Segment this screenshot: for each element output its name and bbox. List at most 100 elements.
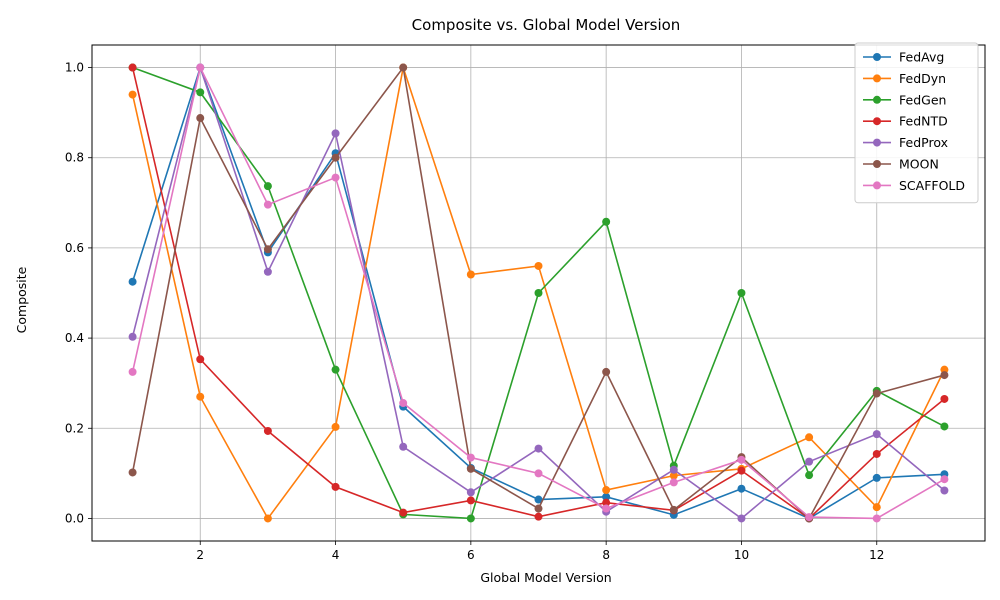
data-point-fedgen	[466, 514, 475, 523]
data-point-scaffold	[128, 367, 137, 376]
data-point-scaffold	[196, 63, 205, 72]
data-point-fedntd	[128, 63, 137, 72]
data-point-scaffold	[466, 453, 475, 462]
data-point-fedgen	[805, 471, 814, 480]
legend-item-scaffold: SCAFFOLD	[863, 178, 965, 193]
x-tick-label: 10	[734, 548, 749, 562]
legend-marker	[873, 117, 881, 126]
legend: FedAvg FedDyn FedGen FedNTD FedProx MOON SCAFF…	[854, 42, 979, 204]
legend-label: FedGen	[899, 92, 946, 107]
data-point-moon	[128, 468, 137, 477]
data-point-feddyn	[805, 433, 814, 442]
data-point-fedgen	[940, 422, 949, 431]
data-point-moon	[399, 63, 408, 72]
legend-label: FedAvg	[899, 50, 944, 65]
data-point-moon	[602, 367, 611, 376]
y-tick-label: 0.2	[65, 421, 84, 435]
legend-marker	[873, 160, 881, 168]
data-point-fedprox	[466, 488, 475, 497]
data-point-scaffold	[669, 478, 678, 487]
y-tick-label: 0.6	[65, 241, 84, 255]
data-point-fedntd	[263, 426, 272, 435]
data-point-fedprox	[669, 465, 678, 474]
data-point-fedgen	[263, 182, 272, 191]
data-point-fedgen	[737, 289, 746, 297]
data-point-scaffold	[534, 469, 543, 478]
data-point-fedprox	[128, 332, 137, 341]
data-point-fedgen	[196, 88, 205, 97]
y-tick-label: 0.4	[65, 331, 84, 345]
data-point-fedntd	[196, 355, 205, 364]
data-point-fedavg	[534, 495, 543, 504]
series-layer	[128, 63, 949, 523]
x-axis: 2 4 6 8 10 12	[196, 541, 884, 562]
legend-marker	[873, 53, 881, 61]
data-point-fedntd	[872, 449, 881, 458]
legend-item-moon: MOON	[863, 157, 939, 172]
data-point-fedavg	[872, 473, 881, 482]
data-point-fedprox	[263, 267, 272, 276]
legend-item-fedprox: FedProx	[863, 135, 948, 150]
data-point-fedprox	[534, 444, 543, 453]
x-tick-label: 12	[869, 548, 884, 562]
data-point-fedprox	[940, 486, 949, 495]
data-point-fedavg	[128, 277, 137, 286]
chart-title: Composite vs. Global Model Version	[412, 16, 681, 34]
legend-box	[854, 42, 979, 204]
data-point-fedgen	[331, 365, 340, 374]
data-point-scaffold	[737, 455, 746, 464]
legend-marker	[873, 138, 881, 147]
data-point-scaffold	[805, 513, 814, 522]
data-point-fedgen	[534, 289, 543, 297]
data-point-moon	[669, 505, 678, 514]
data-point-feddyn	[669, 471, 678, 480]
data-point-scaffold	[263, 200, 272, 209]
y-tick-label: 0.8	[65, 151, 84, 165]
data-point-moon	[872, 389, 881, 398]
data-point-moon	[534, 504, 543, 513]
legend-marker	[873, 95, 881, 104]
x-tick-label: 4	[332, 548, 340, 562]
data-point-fedavg	[737, 484, 746, 493]
x-axis-label: Global Model Version	[480, 570, 611, 585]
y-tick-label: 1.0	[65, 61, 84, 75]
data-point-feddyn	[534, 261, 543, 270]
legend-label: FedNTD	[899, 114, 948, 129]
y-axis: 0.0 0.2 0.4 0.6 0.8 1.0	[65, 61, 92, 525]
data-point-feddyn	[196, 392, 205, 401]
legend-label: SCAFFOLD	[899, 178, 965, 193]
data-point-fedntd	[399, 508, 408, 517]
data-point-fedgen	[602, 217, 611, 226]
data-point-fedprox	[805, 457, 814, 466]
plot-frame	[91, 44, 986, 542]
data-point-feddyn	[466, 270, 475, 279]
x-tick-label: 2	[196, 548, 204, 562]
data-point-scaffold	[331, 173, 340, 182]
y-axis-label: Composite	[14, 266, 29, 333]
data-point-feddyn	[602, 486, 611, 495]
data-point-feddyn	[263, 514, 272, 523]
data-point-moon	[196, 114, 205, 123]
data-point-moon	[940, 371, 949, 380]
y-tick-label: 0.0	[65, 511, 84, 525]
data-point-fedntd	[331, 482, 340, 491]
data-point-fedntd	[534, 512, 543, 521]
legend-marker	[873, 181, 881, 190]
data-point-fedprox	[399, 442, 408, 451]
data-point-fedprox	[331, 129, 340, 138]
data-point-feddyn	[872, 503, 881, 512]
data-point-feddyn	[128, 90, 137, 99]
data-point-moon	[263, 245, 272, 254]
data-point-moon	[331, 153, 340, 162]
data-point-scaffold	[872, 514, 881, 523]
data-point-scaffold	[940, 475, 949, 484]
legend-label: FedDyn	[899, 71, 946, 86]
legend-label: MOON	[899, 157, 939, 172]
legend-marker	[873, 74, 881, 83]
data-point-fedntd	[602, 498, 611, 507]
legend-label: FedProx	[899, 135, 948, 150]
data-point-fedntd	[940, 394, 949, 403]
data-point-scaffold	[602, 504, 611, 513]
legend-item-fedntd: FedNTD	[863, 114, 948, 129]
